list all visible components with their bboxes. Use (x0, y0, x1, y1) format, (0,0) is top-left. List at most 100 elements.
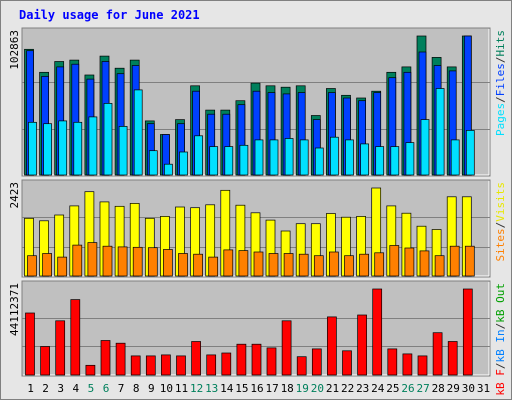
bar-pages (465, 130, 475, 176)
bar-pages (209, 146, 219, 176)
x-tick-label: 21 (326, 382, 339, 395)
y-axis-max-label: 102863 (8, 30, 21, 70)
x-tick-label: 31 (477, 382, 490, 395)
bar-pages (73, 121, 83, 176)
x-tick-label: 23 (356, 382, 369, 395)
x-tick-label: 3 (57, 382, 64, 395)
x-tick-label: 4 (72, 382, 79, 395)
bar-kb-f (70, 299, 81, 376)
x-tick-label: 30 (462, 382, 475, 395)
x-tick-label: 6 (103, 382, 110, 395)
series-axis-label-part: kB Out (494, 283, 507, 323)
bar-sites (359, 253, 369, 277)
bar-pages (43, 123, 52, 176)
bar-pages (88, 116, 98, 176)
bar-sites (449, 245, 460, 277)
y-axis-max-label: 44112371 (8, 283, 21, 336)
series-axis-label: Sites/Visits (494, 182, 507, 262)
bar-pages (254, 139, 264, 176)
series-axis-label-part: kB In (494, 329, 507, 362)
bar-pages (58, 120, 68, 176)
bar-kb-f (387, 348, 398, 376)
series-axis-label-part: Pages (494, 103, 507, 136)
x-axis: 1 2 3 4 5 6 7 8 9 10 11 12 13 14 15 16 17 18 19 20 21 22 23 24 2… (27, 382, 490, 395)
bar-kb-f (311, 348, 322, 376)
bar-kb-f (402, 353, 413, 376)
bar-kb-f (145, 355, 156, 376)
bar-pages (269, 139, 279, 176)
bar-sites (313, 255, 324, 277)
x-tick-label: 22 (341, 382, 354, 395)
chart-title: Daily usage for June 2021 (19, 8, 200, 22)
bar-sites (329, 251, 339, 277)
series-kb-f (25, 288, 473, 376)
series-axis-label: kB F/kB In/kB Out (494, 283, 507, 396)
bar-sites (27, 255, 37, 277)
bar-kb-f (115, 342, 126, 376)
bar-sites (223, 249, 234, 277)
bar-pages (179, 151, 188, 176)
bar-sites (374, 252, 385, 277)
x-tick-label: 1 (27, 382, 34, 395)
bar-sites (42, 253, 52, 277)
x-tick-label: 20 (311, 382, 324, 395)
bar-sites (208, 256, 219, 277)
series-pages (28, 88, 475, 176)
bar-kb-f (206, 354, 217, 376)
bar-kb-f (296, 356, 307, 376)
bar-pages (28, 121, 37, 176)
series-axis-label-part: / (494, 323, 507, 330)
bar-pages (133, 89, 143, 176)
series-axis-label-part: Hits (494, 30, 507, 57)
bar-sites (163, 249, 173, 277)
chart-panels: 102863Pages/Files/Hits2423Sites/Visits44… (8, 27, 507, 396)
x-tick-label: 9 (148, 382, 155, 395)
bar-pages (314, 147, 324, 176)
x-tick-label: 12 (190, 382, 203, 395)
y-axis-max-label: 2423 (8, 182, 21, 209)
bar-kb-f (251, 343, 262, 376)
x-tick-label: 28 (432, 382, 445, 395)
bar-pages (164, 163, 173, 176)
x-tick-label: 27 (416, 382, 429, 395)
panel-hits: 102863 Pages/Files/Hits (8, 27, 507, 177)
bar-kb-f (100, 340, 111, 376)
bar-pages (148, 150, 158, 176)
panel-visits: 2423 Sites/Visits (8, 179, 507, 278)
series-axis-label-part: / (494, 363, 507, 370)
bar-kb-f (236, 343, 247, 376)
bar-pages (435, 88, 445, 176)
bar-kb-f (55, 320, 66, 376)
x-tick-label: 5 (88, 382, 95, 395)
bar-sites (253, 251, 264, 277)
bar-sites (147, 247, 158, 277)
bar-kb-f (191, 341, 201, 376)
series-axis-label-part: Visits (494, 182, 507, 222)
bar-sites (72, 244, 83, 277)
bar-sites (344, 255, 354, 277)
bar-sites (283, 253, 294, 277)
series-axis-label-part: Sites (494, 228, 507, 261)
x-tick-label: 11 (175, 382, 188, 395)
x-tick-label: 29 (447, 382, 460, 395)
bar-sites (238, 250, 249, 277)
x-tick-label: 15 (235, 382, 248, 395)
series-axis-label: Pages/Files/Hits (494, 30, 507, 136)
x-tick-label: 7 (118, 382, 125, 395)
bar-pages (118, 126, 128, 176)
x-tick-label: 2 (42, 382, 49, 395)
x-tick-label: 17 (265, 382, 278, 395)
bar-sites (298, 253, 309, 277)
bar-pages (450, 139, 460, 176)
bar-sites (178, 253, 188, 277)
bar-kb-f (281, 320, 292, 376)
bar-pages (345, 139, 354, 176)
series-axis-label-part: kB F (494, 369, 507, 396)
bar-kb-f (447, 341, 458, 376)
bar-sites (404, 247, 415, 277)
bar-sites (193, 253, 203, 277)
bar-sites (434, 255, 445, 277)
